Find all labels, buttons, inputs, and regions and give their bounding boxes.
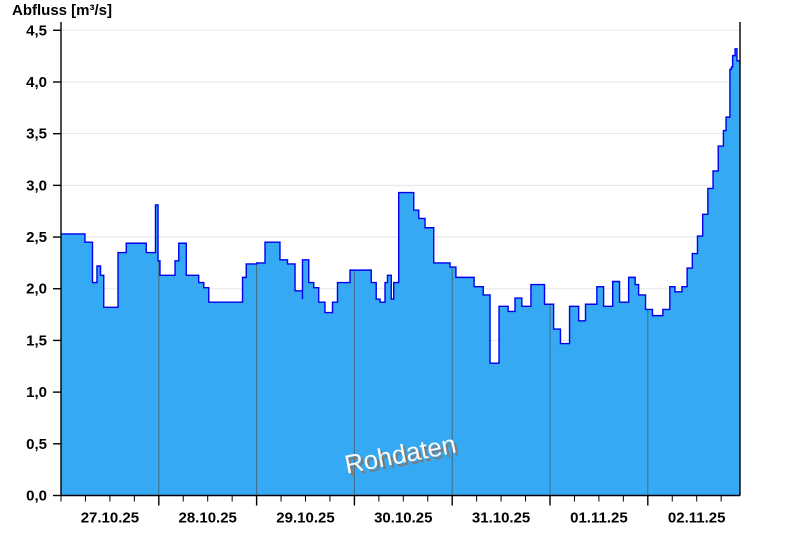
svg-text:1,0: 1,0 (26, 384, 47, 401)
svg-text:3,5: 3,5 (26, 126, 47, 143)
svg-text:27.10.25: 27.10.25 (81, 510, 139, 527)
svg-text:30.10.25: 30.10.25 (374, 510, 432, 527)
svg-text:29.10.25: 29.10.25 (276, 510, 334, 527)
svg-text:1,5: 1,5 (26, 332, 47, 349)
svg-text:02.11.25: 02.11.25 (668, 510, 726, 527)
svg-text:0,0: 0,0 (26, 488, 47, 505)
svg-text:0,5: 0,5 (26, 436, 47, 453)
svg-text:31.10.25: 31.10.25 (472, 510, 530, 527)
svg-text:01.11.25: 01.11.25 (570, 510, 628, 527)
svg-text:28.10.25: 28.10.25 (179, 510, 237, 527)
svg-text:4,0: 4,0 (26, 74, 47, 91)
svg-text:2,5: 2,5 (26, 229, 47, 246)
svg-text:3,0: 3,0 (26, 177, 47, 194)
svg-text:2,0: 2,0 (26, 281, 47, 298)
svg-text:Abfluss [m³/s]: Abfluss [m³/s] (12, 2, 112, 19)
svg-text:4,5: 4,5 (26, 22, 47, 39)
